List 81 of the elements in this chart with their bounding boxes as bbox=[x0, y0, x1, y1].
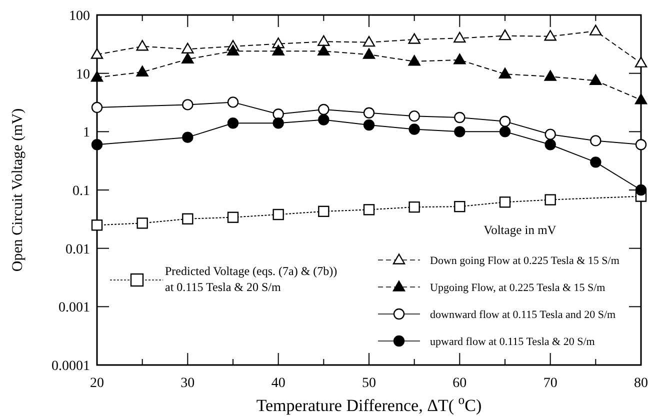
point bbox=[498, 29, 512, 40]
point bbox=[227, 96, 239, 108]
point bbox=[544, 128, 556, 140]
point bbox=[136, 40, 148, 51]
point bbox=[136, 66, 148, 76]
legend-label: Down going Flow at 0.225 Tesla & 15 S/m bbox=[430, 255, 620, 267]
point bbox=[91, 220, 103, 231]
point bbox=[227, 212, 239, 223]
x-tick-label: 80 bbox=[634, 376, 648, 391]
point bbox=[182, 52, 194, 64]
point bbox=[363, 119, 375, 131]
point bbox=[362, 36, 376, 47]
x-tick-label: 40 bbox=[271, 376, 286, 391]
y-tick-label: 0.1 bbox=[72, 184, 90, 199]
point bbox=[408, 124, 420, 135]
point bbox=[91, 139, 103, 150]
point bbox=[318, 206, 330, 217]
point bbox=[318, 35, 330, 46]
point bbox=[408, 33, 420, 44]
x-axis-title: Temperature Difference, ΔT( $^{o}$C) bbox=[256, 393, 482, 415]
y-tick-label: 0.0001 bbox=[52, 359, 90, 374]
point bbox=[590, 135, 602, 146]
y-tick-label: 1 bbox=[83, 126, 90, 141]
point bbox=[408, 110, 420, 122]
point bbox=[318, 114, 330, 126]
point bbox=[499, 116, 511, 127]
point bbox=[544, 70, 556, 81]
point bbox=[318, 44, 330, 56]
y-axis-title: Open Circuit Voltage (mV) bbox=[10, 108, 26, 272]
point bbox=[272, 118, 284, 129]
point bbox=[499, 196, 511, 208]
point bbox=[318, 104, 330, 116]
point bbox=[182, 213, 194, 224]
point bbox=[590, 156, 602, 168]
point bbox=[90, 71, 104, 82]
point bbox=[182, 99, 194, 110]
point bbox=[544, 194, 556, 206]
point bbox=[136, 218, 148, 229]
point bbox=[635, 184, 647, 196]
legend-label: Upgoing Flow, at 0.225 Tesla & 15 S/m bbox=[430, 282, 606, 294]
point bbox=[544, 139, 556, 150]
point bbox=[454, 54, 466, 64]
point bbox=[635, 139, 647, 150]
legend-label: downward flow at 0.115 Tesla and 20 S/m bbox=[430, 309, 616, 321]
point bbox=[454, 112, 466, 124]
y-tick-label: 0.01 bbox=[66, 242, 90, 258]
point bbox=[182, 132, 194, 143]
point bbox=[272, 108, 284, 120]
x-tick-label: 30 bbox=[180, 376, 195, 391]
point bbox=[272, 44, 284, 56]
point bbox=[362, 48, 376, 59]
x-tick-label: 50 bbox=[362, 376, 376, 391]
point bbox=[272, 208, 284, 220]
y-tick-label: 0.001 bbox=[58, 300, 90, 316]
point bbox=[363, 107, 375, 118]
y-tick-label: 100 bbox=[69, 9, 90, 24]
point bbox=[454, 200, 466, 212]
point bbox=[454, 32, 466, 43]
legend-label: Predicted Voltage (eqs. (7a) & (7b)) at 0.115 Tesla & 20 S/m bbox=[165, 264, 338, 294]
point bbox=[226, 44, 240, 56]
point bbox=[498, 68, 512, 78]
point bbox=[408, 55, 420, 66]
point bbox=[634, 56, 648, 68]
point bbox=[499, 126, 511, 138]
x-tick-label: 70 bbox=[543, 376, 558, 391]
x-tick-label: 60 bbox=[452, 376, 467, 391]
point bbox=[590, 74, 602, 85]
point bbox=[408, 201, 420, 213]
point bbox=[91, 102, 103, 114]
legend-title: Voltage in mV bbox=[484, 223, 556, 237]
x-tick-label: 20 bbox=[90, 376, 104, 391]
point bbox=[590, 24, 602, 36]
point bbox=[634, 94, 648, 104]
y-tick-label: 10 bbox=[76, 67, 90, 82]
point bbox=[227, 118, 239, 129]
point bbox=[90, 48, 104, 59]
point bbox=[544, 30, 556, 41]
point bbox=[363, 204, 375, 216]
legend-label: upward flow at 0.115 Tesla & 20 S/m bbox=[430, 336, 596, 348]
point bbox=[454, 126, 466, 138]
point bbox=[182, 42, 194, 54]
